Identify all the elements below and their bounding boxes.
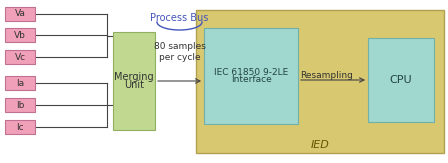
FancyBboxPatch shape <box>5 7 35 21</box>
Text: Resampling: Resampling <box>300 72 353 81</box>
Text: Vc: Vc <box>14 52 26 61</box>
FancyBboxPatch shape <box>368 38 434 122</box>
Text: Unit: Unit <box>124 80 144 89</box>
Text: Ia: Ia <box>16 79 24 88</box>
FancyBboxPatch shape <box>5 76 35 90</box>
FancyBboxPatch shape <box>5 98 35 112</box>
Text: Va: Va <box>15 9 26 18</box>
Text: CPU: CPU <box>390 75 412 85</box>
FancyBboxPatch shape <box>5 120 35 134</box>
FancyBboxPatch shape <box>196 10 444 153</box>
Text: Interface: Interface <box>231 75 271 84</box>
Text: 80 samples
per cycle: 80 samples per cycle <box>154 42 206 62</box>
FancyBboxPatch shape <box>5 28 35 42</box>
FancyBboxPatch shape <box>113 32 155 130</box>
Text: Process Bus: Process Bus <box>151 13 209 23</box>
FancyBboxPatch shape <box>204 28 298 124</box>
Text: Ib: Ib <box>16 101 24 110</box>
Text: Merging: Merging <box>114 73 154 82</box>
Text: IED: IED <box>310 140 329 150</box>
Text: IEC 61850 9-2LE: IEC 61850 9-2LE <box>214 68 288 77</box>
Text: Vb: Vb <box>14 30 26 39</box>
FancyBboxPatch shape <box>5 50 35 64</box>
Text: Ic: Ic <box>16 123 24 132</box>
